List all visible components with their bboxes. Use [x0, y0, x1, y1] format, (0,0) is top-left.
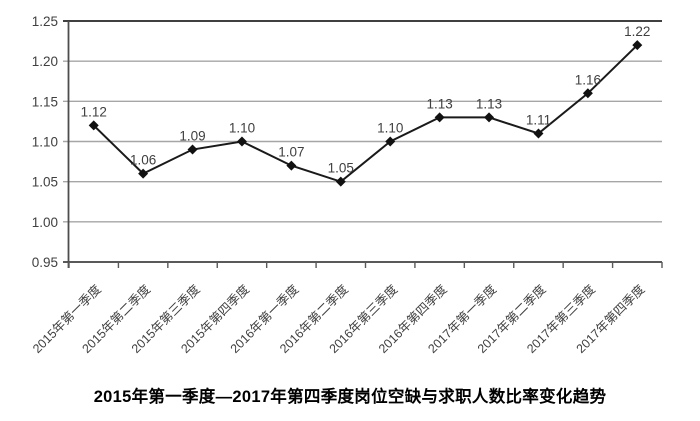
y-tick-label: 1.20 — [32, 54, 58, 69]
y-tick-label: 1.00 — [32, 215, 58, 230]
axes — [67, 21, 663, 268]
y-tick-label: 1.25 — [32, 14, 58, 29]
data-point-marker — [632, 40, 643, 51]
data-point-marker — [582, 88, 593, 99]
data-series — [88, 40, 643, 187]
gridlines — [63, 20, 662, 263]
data-point-label: 1.10 — [377, 121, 403, 136]
y-tick-label: 1.05 — [32, 175, 58, 190]
data-point-label: 1.10 — [229, 121, 255, 136]
y-tick-label: 1.10 — [32, 135, 58, 150]
y-tick-label: 0.95 — [32, 255, 58, 270]
data-point-marker — [533, 128, 544, 139]
series-line — [93, 44, 638, 183]
data-point-marker — [88, 120, 99, 131]
chart-canvas: 0.95 1.00 1.05 1.10 1.15 1.20 1.25 1.12 1.06 1.09… — [29, 14, 663, 356]
data-point-marker — [385, 136, 396, 147]
data-point-label: 1.13 — [476, 96, 502, 111]
y-axis-labels: 0.95 1.00 1.05 1.10 1.15 1.20 1.25 — [32, 14, 58, 270]
data-point-marker — [434, 112, 445, 123]
chart-title: 2015年第一季度—2017年第四季度岗位空缺与求职人数比率变化趋势 — [93, 388, 607, 406]
data-point-label: 1.11 — [526, 112, 551, 127]
data-point-label: 1.22 — [624, 24, 650, 39]
data-point-label: 1.16 — [575, 72, 601, 87]
data-point-label: 1.13 — [426, 96, 452, 111]
data-point-label: 1.05 — [328, 161, 354, 176]
y-tick-label: 1.15 — [32, 94, 58, 109]
x-axis-labels: 2015年第一季度2015年第二季度2015年第三季度2015年第四季度2016… — [29, 281, 647, 356]
data-point-label: 1.06 — [130, 153, 156, 168]
data-point-marker — [187, 144, 198, 155]
data-labels: 1.12 1.06 1.09 1.10 1.07 1.05 1.10 1.13 1.13 1.11… — [81, 24, 651, 176]
data-point-marker — [236, 136, 247, 147]
data-point-label: 1.12 — [81, 104, 107, 119]
data-point-marker — [484, 112, 495, 123]
data-point-label: 1.09 — [179, 129, 205, 144]
data-point-marker — [335, 176, 346, 187]
data-point-marker — [286, 160, 297, 171]
data-point-marker — [138, 168, 149, 179]
data-point-label: 1.07 — [278, 145, 304, 160]
